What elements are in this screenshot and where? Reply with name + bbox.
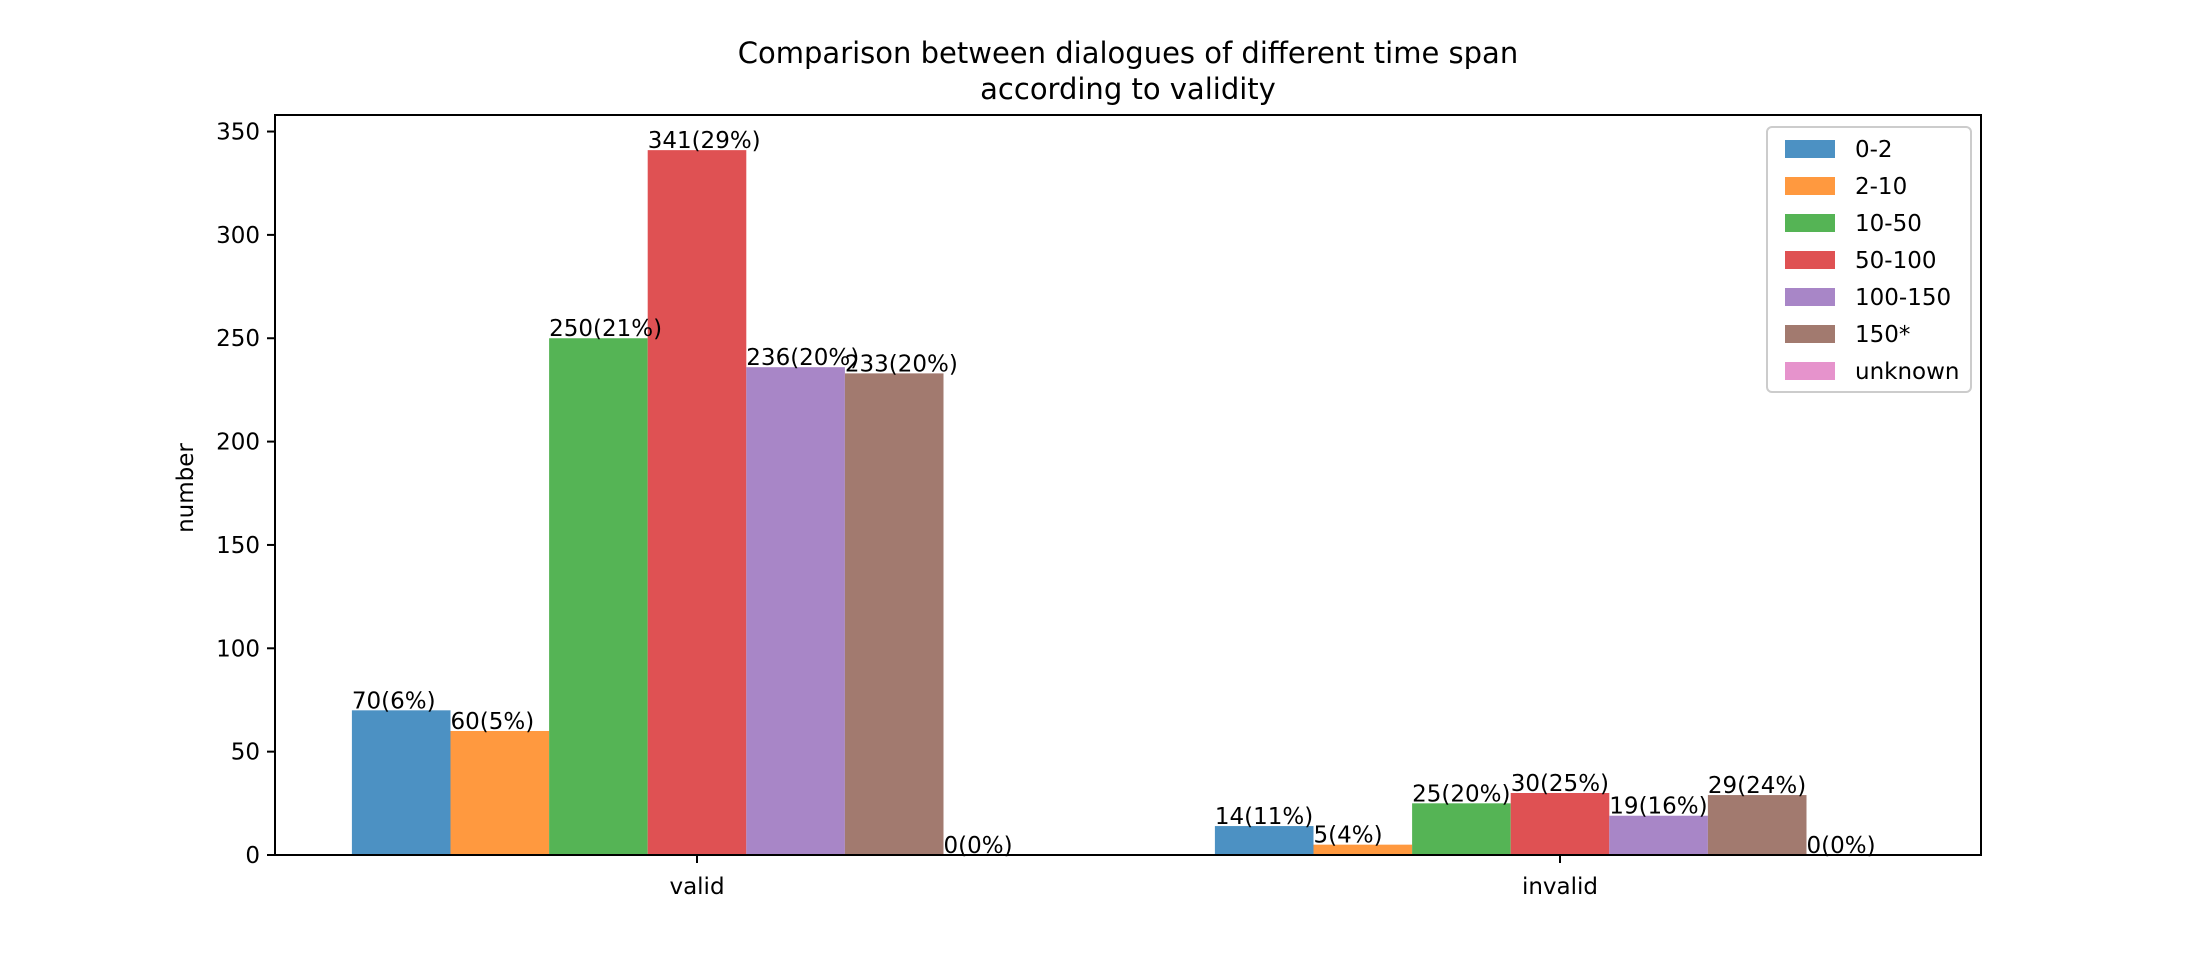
bar-label-invalid-4: 19(16%) <box>1609 794 1707 820</box>
plot-frame <box>274 114 1982 856</box>
y-tick-label: 0 <box>245 843 260 869</box>
bar-valid-4 <box>746 367 845 855</box>
bar-label-valid-4: 236(20%) <box>746 345 859 371</box>
bar-label-invalid-2: 25(20%) <box>1412 781 1510 807</box>
bar-invalid-3 <box>1510 792 1610 855</box>
bar-label-valid-5: 233(20%) <box>845 351 958 377</box>
y-tick-label: 200 <box>216 430 260 456</box>
bar-label-valid-1: 60(5%) <box>451 709 535 735</box>
x-tick-label-valid: valid <box>669 874 724 900</box>
bar-label-valid-3: 341(29%) <box>648 128 761 154</box>
legend-label-5: 150* <box>1855 322 1910 348</box>
legend-swatch-3 <box>1785 251 1835 269</box>
bar-valid-5 <box>844 373 944 855</box>
x-axis: valid invalid <box>669 855 1598 900</box>
bar-invalid-4 <box>1609 815 1708 855</box>
bar-label-invalid-5: 29(24%) <box>1708 773 1806 799</box>
y-tick-label: 50 <box>231 740 260 766</box>
bar-label-invalid-0: 14(11%) <box>1215 804 1313 830</box>
bar-labels: 70(6%)14(11%)60(5%)5(4%)250(21%)25(20%)3… <box>352 128 1876 859</box>
legend-swatch-0 <box>1785 140 1835 158</box>
y-tick-label: 100 <box>216 636 260 662</box>
bars <box>351 150 1807 855</box>
bar-label-valid-0: 70(6%) <box>352 688 436 714</box>
y-axis-label: number <box>173 443 199 533</box>
legend-label-2: 10-50 <box>1855 211 1922 237</box>
y-tick-label: 300 <box>216 223 260 249</box>
bar-label-invalid-3: 30(25%) <box>1511 771 1609 797</box>
x-tick-label-invalid: invalid <box>1522 874 1598 900</box>
legend-swatch-2 <box>1785 214 1835 232</box>
bar-invalid-1 <box>1313 844 1413 855</box>
y-axis: 0 50 100 150 200 250 300 350 <box>216 120 275 869</box>
y-tick-label: 250 <box>216 326 260 352</box>
bar-valid-1 <box>450 730 550 855</box>
legend-swatch-6 <box>1785 362 1835 380</box>
legend: 0-2 2-10 10-50 50-100 100-150 150* unknown <box>1766 126 1972 393</box>
legend-label-4: 100-150 <box>1855 285 1951 311</box>
bar-label-valid-2: 250(21%) <box>549 316 662 342</box>
legend-label-1: 2-10 <box>1855 174 1907 200</box>
bar-valid-2 <box>549 338 648 855</box>
legend-swatch-5 <box>1785 325 1835 343</box>
bar-label-invalid-1: 5(4%) <box>1314 823 1383 849</box>
y-tick-label: 150 <box>216 533 260 559</box>
bar-valid-0 <box>351 710 451 855</box>
legend-label-3: 50-100 <box>1855 248 1936 274</box>
bar-invalid-2 <box>1412 803 1511 855</box>
legend-swatch-1 <box>1785 177 1835 195</box>
bar-invalid-5 <box>1707 795 1807 855</box>
y-tick-label: 350 <box>216 120 260 146</box>
legend-label-6: unknown <box>1855 359 1960 385</box>
legend-swatch-4 <box>1785 288 1835 306</box>
chart-title-line-2: according to validity <box>980 72 1276 106</box>
chart-title-line-1: Comparison between dialogues of differen… <box>738 36 1518 70</box>
bar-invalid-0 <box>1214 826 1314 855</box>
bar-valid-3 <box>647 150 747 855</box>
legend-label-0: 0-2 <box>1855 137 1893 163</box>
